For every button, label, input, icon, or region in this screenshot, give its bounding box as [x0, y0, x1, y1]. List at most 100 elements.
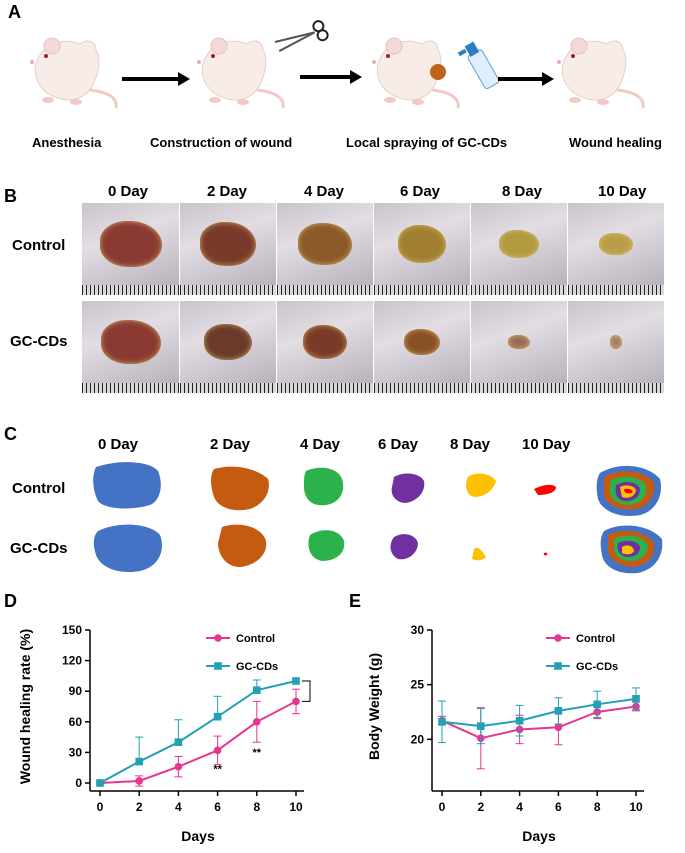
c-row-gccds: GC-CDs — [10, 540, 68, 557]
significance-mark: ** — [253, 747, 262, 759]
wound-photo — [180, 203, 276, 285]
x-tick-label: 10 — [629, 800, 643, 814]
x-axis-label: Days — [522, 828, 556, 844]
data-point — [174, 738, 183, 746]
wound-spot — [100, 320, 161, 364]
control-overlay — [596, 465, 662, 517]
x-tick-label: 0 — [439, 800, 446, 814]
wound-spot — [499, 230, 539, 258]
data-point — [96, 779, 104, 787]
c-day-0: 0 Day — [98, 436, 139, 453]
y-axis-label: Body Weight (g) — [366, 653, 382, 760]
data-point — [593, 700, 601, 709]
x-tick-label: 8 — [594, 800, 601, 814]
step-anesthesia: Anesthesia — [32, 135, 102, 150]
significance-mark: ** — [213, 763, 222, 775]
y-tick-label: 120 — [62, 654, 82, 668]
wound-spot — [298, 223, 352, 265]
panel-a-label: A — [8, 2, 21, 22]
y-tick-label: 30 — [411, 623, 425, 637]
x-tick-label: 2 — [477, 800, 484, 814]
ruler — [374, 383, 470, 393]
wound-spot — [599, 233, 633, 255]
series-gc-cds — [438, 687, 640, 745]
step-construction: Construction of wound — [150, 135, 293, 150]
wound-photo — [277, 203, 373, 285]
wound-photo — [82, 301, 179, 383]
y-tick-label: 90 — [69, 684, 83, 698]
series-line — [441, 705, 637, 740]
b-row-control: Control — [12, 237, 66, 254]
control-area-day0 — [93, 462, 161, 509]
ruler — [471, 285, 567, 295]
data-point — [515, 716, 524, 725]
ruler — [82, 285, 179, 295]
data-point — [292, 697, 300, 706]
gccds-area-day8 — [472, 547, 486, 561]
x-tick-label: 4 — [175, 800, 182, 814]
legend-marker — [554, 662, 562, 670]
data-point — [213, 712, 222, 721]
b-day-8: 8 Day — [502, 183, 543, 200]
x-axis-label: Days — [181, 828, 215, 844]
ruler — [277, 383, 373, 393]
step-healing: Wound healing — [569, 135, 662, 150]
c-day-8: 8 Day — [450, 436, 491, 453]
y-tick-label: 30 — [69, 745, 83, 759]
panel-label: E — [349, 591, 361, 611]
x-tick-label: 6 — [214, 800, 221, 814]
b-day-6: 6 Day — [400, 183, 441, 200]
series-line — [441, 697, 637, 728]
ruler — [277, 285, 373, 295]
wound-spot — [303, 325, 347, 359]
ruler — [471, 383, 567, 393]
x-tick-label: 0 — [97, 800, 104, 814]
step-spraying: Local spraying of GC-CDs — [346, 135, 508, 150]
wound-spot — [99, 221, 162, 267]
wound-photo — [277, 301, 373, 383]
panel-b-label: B — [4, 186, 17, 206]
gccds-area-day10 — [543, 552, 548, 556]
arrow-icon — [122, 70, 554, 86]
x-tick-label: 4 — [516, 800, 523, 814]
data-point — [252, 718, 261, 726]
legend-marker — [214, 662, 222, 670]
wound-spot — [204, 324, 252, 360]
data-point — [632, 695, 640, 703]
data-point — [554, 707, 563, 715]
mouse-wound-icon — [195, 36, 285, 110]
ruler — [374, 285, 470, 295]
legend-marker — [214, 634, 222, 642]
legend-label: GC-CDs — [236, 661, 278, 673]
data-point — [477, 722, 485, 730]
gccds-area-day0 — [93, 524, 162, 573]
wound-photo — [374, 301, 470, 383]
wound-area-trace — [93, 462, 663, 574]
data-point — [554, 723, 563, 732]
gccds-area-day2 — [218, 524, 267, 567]
wound-spot — [200, 222, 256, 266]
series-control — [438, 701, 640, 770]
legend-label: Control — [236, 633, 275, 645]
significance-bracket — [302, 680, 311, 702]
ruler — [568, 285, 664, 295]
x-tick-label: 6 — [555, 800, 562, 814]
control-area-day2 — [211, 466, 269, 511]
ruler — [82, 383, 179, 393]
wound-spot — [398, 225, 446, 263]
y-axis-label: Wound healing rate (%) — [17, 629, 33, 784]
x-tick-label: 10 — [289, 800, 303, 814]
panel-c-label: C — [4, 424, 17, 444]
gccds-area-day6 — [390, 534, 418, 560]
b-row-gccds: GC-CDs — [10, 333, 68, 350]
wound-spot — [404, 329, 440, 355]
wound-photo — [471, 203, 567, 285]
b-day-2: 2 Day — [207, 183, 248, 200]
b-day-10: 10 Day — [598, 183, 647, 200]
wound-photo — [568, 203, 664, 285]
chart-e: E 20 25 30 0 2 4 6 8 10 Days Body Weight (g) Control… — [349, 591, 644, 844]
data-point — [135, 757, 143, 766]
mouse-healed-icon — [555, 36, 645, 110]
series-line — [99, 680, 297, 784]
x-tick-label: 2 — [136, 800, 143, 814]
